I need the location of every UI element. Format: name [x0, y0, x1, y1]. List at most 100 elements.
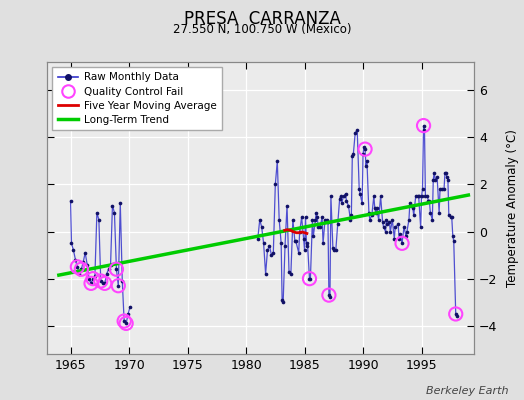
Point [409, 205, 417, 211]
Point [281, 242, 289, 249]
Point [69, 247, 78, 254]
Point [254, 236, 262, 242]
Point [365, 210, 373, 216]
Point [79, 259, 88, 265]
Point [269, 250, 278, 256]
Point [341, 191, 350, 197]
Point [256, 216, 264, 223]
Point [110, 210, 118, 216]
Point [445, 212, 453, 218]
Point [450, 238, 458, 244]
Point [311, 216, 320, 223]
Point [263, 247, 271, 254]
Text: PRESA  CARRANZA: PRESA CARRANZA [183, 10, 341, 28]
Point [353, 127, 362, 134]
Point [337, 200, 346, 206]
Point [120, 318, 128, 324]
Point [277, 240, 286, 246]
Point [390, 236, 398, 242]
Point [372, 210, 380, 216]
Point [408, 202, 416, 209]
Point [265, 242, 274, 249]
Point [75, 271, 83, 277]
Point [83, 261, 91, 268]
Point [112, 266, 121, 272]
Point [318, 214, 326, 221]
Point [106, 261, 115, 268]
Point [383, 216, 391, 223]
Point [423, 193, 432, 200]
Point [279, 299, 287, 305]
Point [99, 280, 107, 286]
Point [346, 216, 355, 223]
Point [406, 200, 414, 206]
Point [413, 193, 422, 200]
Point [396, 231, 405, 237]
Point [95, 216, 103, 223]
Point [333, 221, 342, 228]
Point [323, 216, 331, 223]
Point [355, 186, 364, 192]
Point [449, 233, 457, 240]
Point [306, 276, 314, 282]
Point [261, 271, 270, 277]
Point [342, 198, 351, 204]
Point [73, 264, 82, 270]
Point [321, 216, 329, 223]
Point [291, 238, 300, 244]
Point [326, 193, 335, 200]
Point [351, 130, 359, 136]
Point [370, 205, 379, 211]
Point [444, 176, 452, 183]
Point [332, 247, 340, 254]
Point [122, 320, 130, 326]
Point [325, 292, 333, 298]
Point [362, 162, 370, 169]
Point [102, 271, 111, 277]
Point [414, 193, 423, 200]
Point [381, 228, 390, 235]
Point [296, 228, 304, 235]
Point [308, 216, 316, 223]
Point [379, 224, 388, 230]
Point [287, 271, 295, 277]
Point [93, 210, 101, 216]
Point [361, 146, 369, 152]
Point [405, 216, 413, 223]
Point [273, 158, 281, 164]
Point [96, 278, 105, 284]
Text: 27.550 N, 100.750 W (Mexico): 27.550 N, 100.750 W (Mexico) [173, 23, 351, 36]
Point [425, 198, 433, 204]
Point [376, 193, 385, 200]
Point [441, 170, 449, 176]
Point [417, 224, 425, 230]
Point [452, 311, 460, 317]
Point [316, 224, 324, 230]
Point [447, 214, 456, 221]
Point [426, 210, 434, 216]
Point [378, 219, 387, 225]
Point [89, 276, 97, 282]
Point [267, 252, 276, 258]
Point [271, 181, 279, 188]
Point [431, 176, 440, 183]
Point [360, 144, 368, 150]
Point [336, 193, 345, 200]
Point [430, 170, 439, 176]
Point [330, 247, 338, 254]
Point [101, 280, 109, 286]
Point [453, 313, 461, 320]
Point [314, 224, 322, 230]
Point [452, 311, 460, 317]
Point [369, 193, 378, 200]
Point [108, 202, 117, 209]
Point [394, 221, 402, 228]
Point [81, 250, 90, 256]
Text: Berkeley Earth: Berkeley Earth [426, 386, 508, 396]
Point [114, 282, 123, 289]
Point [300, 247, 309, 254]
Point [429, 176, 438, 183]
Point [419, 122, 428, 129]
Point [428, 216, 436, 223]
Point [402, 233, 410, 240]
